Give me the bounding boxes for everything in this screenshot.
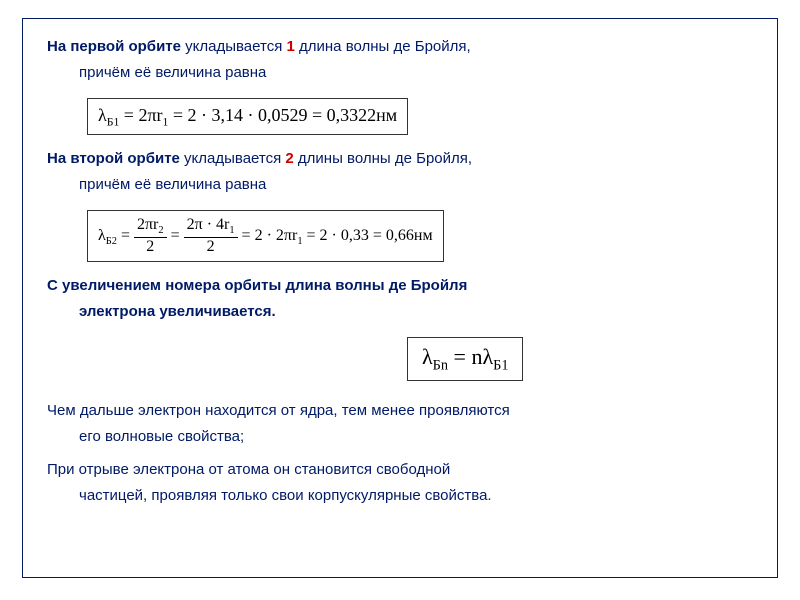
- f2-tail: = 2 · 0,33 = 0,66нм: [303, 227, 433, 244]
- p1-c: длина волны де Бройля,: [295, 38, 471, 55]
- f2-frac1: 2πr2 2: [134, 217, 167, 256]
- formula-1: λБ1 = 2πr1 = 2 · 3,14 · 0,0529 = 0,3322н…: [87, 98, 408, 136]
- f2-frac1-den: 2: [134, 238, 167, 255]
- p1-number: 1: [287, 38, 295, 55]
- f1-lambda: λ: [98, 105, 107, 125]
- f2-frac1-numa: 2πr: [137, 216, 158, 233]
- f2-eq2: =: [171, 227, 184, 244]
- f3-lambda1: λ: [422, 344, 433, 369]
- f2-mid: = 2 · 2πr: [242, 227, 298, 244]
- f3-lambda2: λ: [482, 344, 493, 369]
- p2-number: 2: [285, 150, 293, 167]
- para-2: На второй орбите укладывается 2 длины во…: [47, 149, 753, 169]
- f1-sub1: Б1: [107, 115, 120, 128]
- p2-c: длины волны де Бройля,: [294, 150, 472, 167]
- para-5a: При отрыве электрона от атома он станови…: [47, 460, 753, 480]
- f2-frac2-numsub: 1: [229, 225, 234, 236]
- f2-eq1: =: [117, 227, 134, 244]
- formula-3: λБn = nλБ1: [407, 337, 523, 381]
- f3-sub2: Б1: [493, 357, 508, 373]
- f3-eq: = n: [448, 344, 482, 369]
- p1-lead: На первой орбите: [47, 38, 181, 55]
- f1-eq2: = 2 · 3,14 · 0,0529 = 0,3322нм: [168, 105, 397, 125]
- p2-lead: На второй орбите: [47, 150, 180, 167]
- f1-eq1: = 2πr: [119, 105, 162, 125]
- formula-2: λБ2 = 2πr2 2 = 2π · 4r1 2 = 2 · 2πr1 = 2…: [87, 210, 444, 263]
- formula-3-wrap: λБn = nλБ1: [47, 329, 753, 395]
- para-5b: частицей, проявляя только свои корпускул…: [47, 486, 753, 506]
- f2-sub1: Б2: [106, 236, 117, 247]
- f2-frac2-numa: 2π · 4r: [187, 216, 230, 233]
- para-1-cont: причём её величина равна: [47, 63, 753, 83]
- p1-b: укладывается: [181, 38, 287, 55]
- p2-b: укладывается: [180, 150, 286, 167]
- para-3a: С увеличением номера орбиты длина волны …: [47, 276, 753, 296]
- para-2-cont: причём её величина равна: [47, 175, 753, 195]
- f2-frac2: 2π · 4r1 2: [184, 217, 238, 256]
- para-4a: Чем дальше электрон находится от ядра, т…: [47, 401, 753, 421]
- para-3b: электрона увеличивается.: [47, 302, 753, 322]
- para-1: На первой орбите укладывается 1 длина во…: [47, 37, 753, 57]
- f3-sub1: Бn: [433, 357, 448, 373]
- formula-1-wrap: λБ1 = 2πr1 = 2 · 3,14 · 0,0529 = 0,3322н…: [47, 90, 753, 150]
- f2-frac2-den: 2: [184, 238, 238, 255]
- slide-frame: На первой орбите укладывается 1 длина во…: [22, 18, 778, 578]
- f2-frac1-numsub: 2: [158, 225, 163, 236]
- para-4b: его волновые свойства;: [47, 427, 753, 447]
- formula-2-wrap: λБ2 = 2πr2 2 = 2π · 4r1 2 = 2 · 2πr1 = 2…: [47, 202, 753, 277]
- f2-lambda: λ: [98, 227, 106, 244]
